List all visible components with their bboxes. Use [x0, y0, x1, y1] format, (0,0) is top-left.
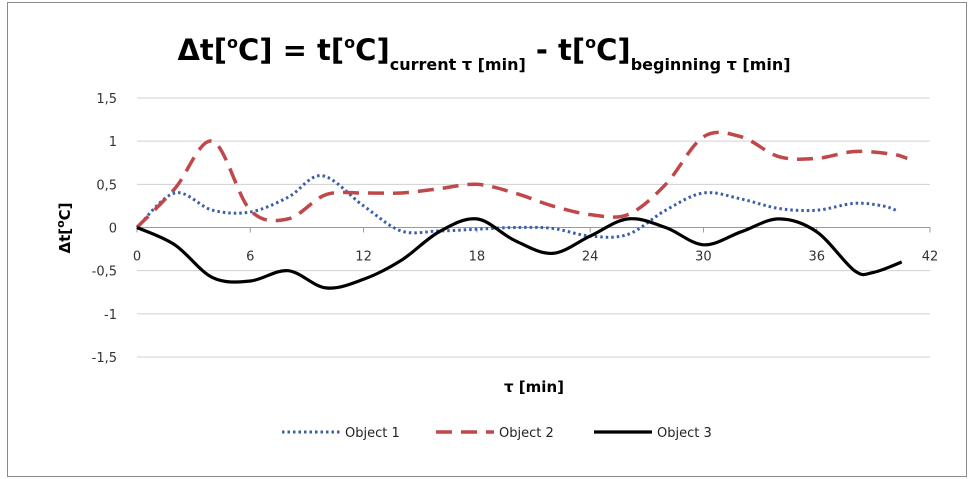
legend-label-object-2: Object 2: [499, 426, 554, 441]
legend-label-object-3: Object 3: [657, 426, 712, 441]
x-tick-label: 24: [582, 250, 599, 265]
chart-title: Δt[oC] = t[oC]current τ [min] - t[oC]beg…: [177, 33, 790, 74]
y-tick-label: 1,5: [96, 92, 117, 107]
gridlines: [137, 97, 930, 358]
series-lines: [135, 130, 908, 290]
legend: Object 1 Object 2 Object 3: [282, 426, 712, 441]
legend-label-object-1: Object 1: [345, 426, 400, 441]
y-tick-label: 0: [109, 222, 117, 237]
y-tick-label: -1: [104, 308, 117, 323]
x-tick-label: 36: [808, 250, 825, 265]
y-tick-label: 0,5: [96, 178, 117, 193]
y-tick-label: -1,5: [92, 351, 117, 366]
x-tick-label: 42: [922, 250, 939, 265]
x-tick-label: 12: [355, 250, 372, 265]
y-tick-label: 1: [109, 135, 117, 150]
y-axis-title: Δt[oC]: [54, 202, 74, 253]
x-tick-label: 18: [469, 250, 486, 265]
x-tick-label: 6: [246, 250, 254, 265]
x-axis-ticks: 0 6 12 18 24 30 36 42: [133, 227, 939, 265]
series-line-object-2: [135, 130, 908, 229]
series-line-object-1: [135, 174, 897, 239]
x-tick-label: 0: [133, 250, 141, 265]
series-line-object-3: [136, 217, 903, 290]
y-axis-ticks: 1,5 1 0,5 0 -0,5 -1 -1,5: [92, 92, 117, 366]
x-axis-title: τ [min]: [504, 378, 564, 396]
x-tick-label: 30: [695, 250, 712, 265]
y-tick-label: -0,5: [92, 265, 117, 280]
